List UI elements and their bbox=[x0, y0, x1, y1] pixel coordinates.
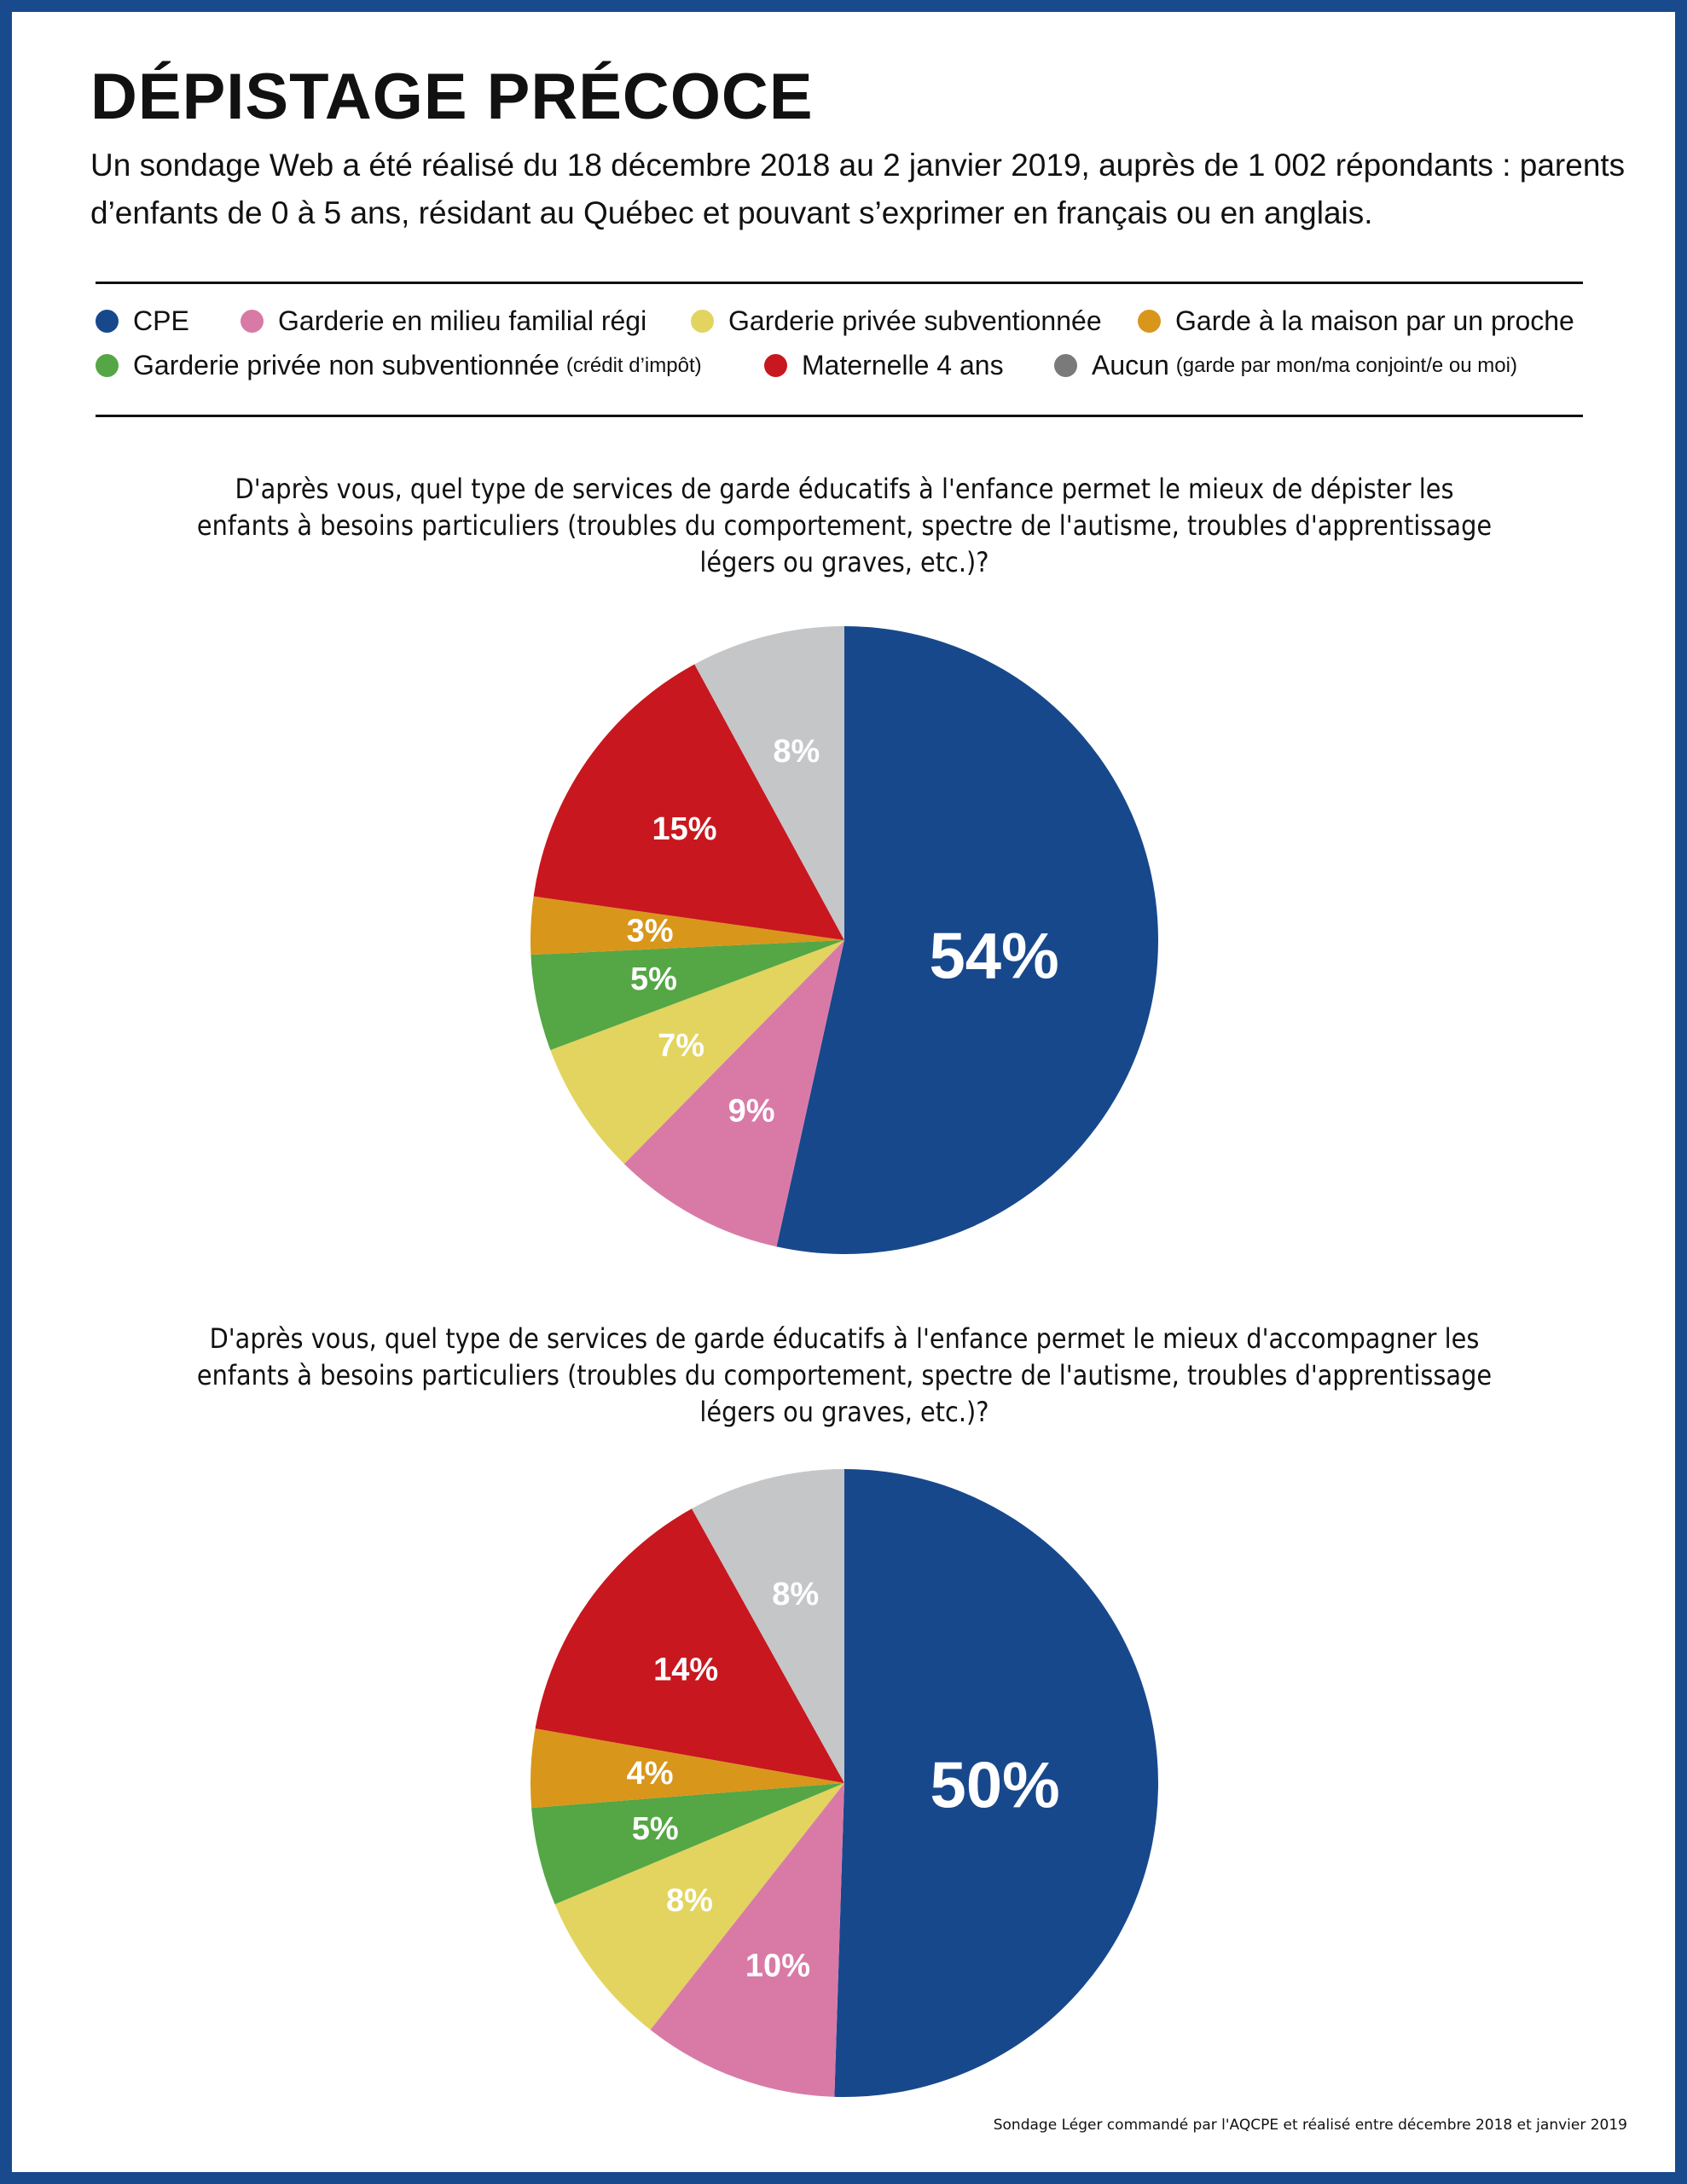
slice-label-privee-non-subventionnee: 5% bbox=[630, 961, 677, 997]
legend-label: Garderie privée subventionnée bbox=[728, 305, 1102, 336]
pie-slice-garde-maison bbox=[530, 1728, 844, 1809]
chart-2-question: D'après vous, quel type de services de g… bbox=[196, 1322, 1493, 1428]
survey-description: Un sondage Web a été réalisé du 18 décem… bbox=[90, 148, 1626, 230]
pie-slice-maternelle bbox=[535, 1508, 844, 1783]
legend-item-cpe: CPE bbox=[96, 305, 189, 337]
pie-slice-milieu-familial bbox=[623, 940, 844, 1247]
legend-label: Garde à la maison par un proche bbox=[1175, 305, 1574, 336]
legend-swatch-aucun bbox=[1054, 354, 1077, 377]
slice-label-garde-maison: 3% bbox=[627, 913, 674, 949]
legend-note: (garde par mon/ma conjoint/e ou moi) bbox=[1175, 353, 1517, 377]
legend-label: Garderie privée non subventionnée bbox=[133, 350, 559, 380]
slice-label-garde-maison: 4% bbox=[627, 1756, 674, 1792]
legend-label: CPE bbox=[133, 305, 189, 336]
pie-slice-aucun bbox=[692, 1469, 844, 1783]
slice-label-cpe: 50% bbox=[930, 1749, 1060, 1821]
legend-item-aucun: Aucun (garde par mon/ma conjoint/e ou mo… bbox=[1054, 350, 1517, 381]
legend-top-divider bbox=[96, 282, 1583, 284]
source-note: Sondage Léger commandé par l'AQCPE et ré… bbox=[993, 2117, 1627, 2134]
legend-swatch-privee-subventionnee bbox=[691, 310, 714, 333]
pie-slice-milieu-familial bbox=[650, 1783, 844, 2097]
pie-slice-privee-subventionnee bbox=[554, 1783, 844, 2030]
legend-swatch-privee-non-subventionnee bbox=[96, 354, 119, 377]
legend-label: Aucun bbox=[1092, 350, 1169, 380]
pie-slice-cpe bbox=[776, 626, 1158, 1254]
legend-label: Maternelle 4 ans bbox=[802, 350, 1004, 380]
legend-swatch-maternelle bbox=[764, 354, 787, 377]
pie-slice-garde-maison bbox=[530, 896, 844, 956]
legend-swatch-milieu-familial bbox=[241, 310, 264, 333]
legend-item-maternelle: Maternelle 4 ans bbox=[764, 350, 1004, 381]
slice-label-privee-non-subventionnee: 5% bbox=[632, 1811, 679, 1847]
legend-item-milieu-familial: Garderie en milieu familial régi bbox=[241, 305, 646, 337]
legend-item-privee-non-subventionnee: Garderie privée non subventionnée (crédi… bbox=[96, 350, 702, 381]
pie-chart-depister: 54% 9% 7% 5% 3% 15% 8% bbox=[530, 626, 1158, 1254]
pie-slice-cpe bbox=[834, 1469, 1159, 2097]
legend-swatch-garde-maison bbox=[1138, 310, 1161, 333]
page-title: DÉPISTAGE PRÉCOCE bbox=[90, 61, 814, 133]
legend-item-privee-subventionnee: Garderie privée subventionnée bbox=[691, 305, 1102, 337]
pie-slice-maternelle bbox=[533, 664, 844, 940]
slice-label-privee-subventionnee: 7% bbox=[658, 1028, 704, 1064]
pie-chart-accompagner: 50% 10% 8% 5% 4% 14% 8% bbox=[530, 1469, 1159, 2097]
legend-swatch-cpe bbox=[96, 310, 119, 333]
slice-label-milieu-familial: 10% bbox=[745, 1948, 810, 1984]
slice-label-milieu-familial: 9% bbox=[728, 1093, 775, 1129]
legend-label: Garderie en milieu familial régi bbox=[278, 305, 647, 336]
slice-label-aucun: 8% bbox=[772, 1577, 819, 1612]
chart-1-question: D'après vous, quel type de services de g… bbox=[196, 473, 1493, 578]
pie-slice-privee-subventionnee bbox=[550, 940, 844, 1165]
legend-note: (crédit d’impôt) bbox=[565, 353, 702, 377]
slice-label-maternelle: 14% bbox=[653, 1653, 718, 1688]
slice-label-maternelle: 15% bbox=[652, 811, 717, 847]
slice-label-privee-subventionnee: 8% bbox=[666, 1883, 713, 1919]
pie-slice-privee-non-subventionnee bbox=[530, 940, 844, 1050]
slice-label-aucun: 8% bbox=[773, 734, 820, 770]
pie-slice-aucun bbox=[694, 626, 844, 940]
legend-bottom-divider bbox=[96, 415, 1583, 417]
pie-slice-privee-non-subventionnee bbox=[531, 1783, 844, 1905]
legend-item-garde-maison: Garde à la maison par un proche bbox=[1138, 305, 1574, 337]
slice-label-cpe: 54% bbox=[930, 921, 1059, 993]
